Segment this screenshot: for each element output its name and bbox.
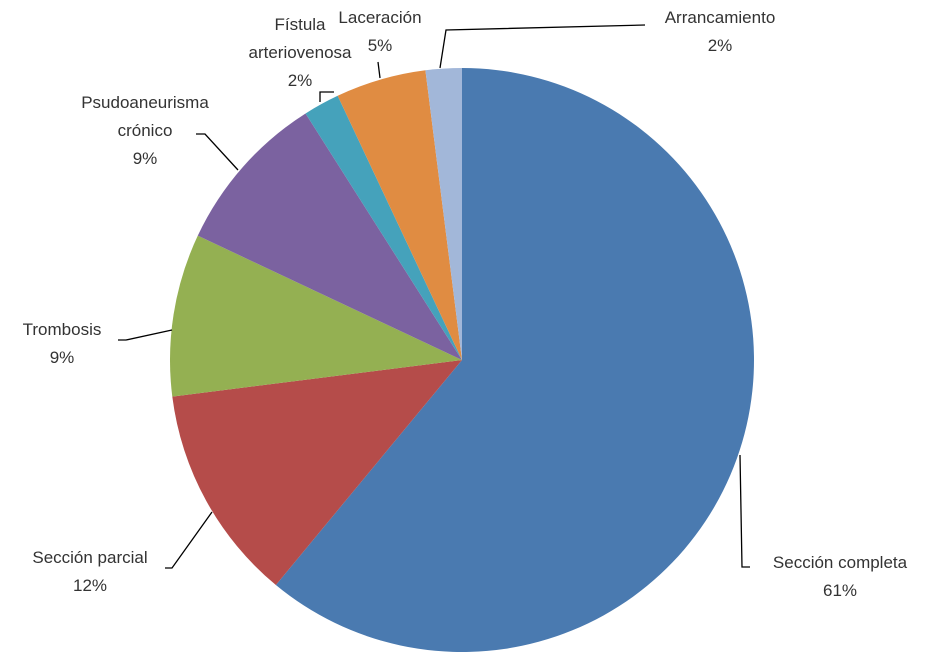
leader-line: [739, 454, 750, 568]
category-label: Psudoaneurisma crónico: [81, 93, 209, 140]
value-label: 2%: [707, 36, 733, 55]
pie-slice: [305, 95, 462, 360]
slice-label: Trombosis 9%: [7, 316, 117, 372]
leader-line: [196, 133, 239, 171]
category-label: Trombosis: [22, 320, 102, 339]
category-label: Sección completa: [772, 553, 908, 572]
pie-slice: [425, 68, 462, 360]
slice-label: Sección completa 61%: [740, 549, 928, 605]
pie-slice: [197, 113, 462, 361]
leader-line: [118, 329, 173, 341]
category-label: Sección parcial: [32, 548, 148, 567]
category-label: Laceración: [338, 8, 422, 27]
leader-line: [439, 24, 646, 69]
slice-label: Fístula arteriovenosa 2%: [240, 11, 360, 95]
slice-label: Arrancamiento 2%: [645, 4, 795, 60]
slice-label: Psudoaneurisma crónico 9%: [65, 89, 225, 173]
slices: [170, 68, 754, 652]
value-label: 5%: [367, 36, 393, 55]
category-label: Fístula arteriovenosa: [248, 15, 352, 62]
pie-slice: [170, 235, 462, 397]
value-label: 9%: [132, 149, 158, 168]
value-label: 12%: [72, 576, 108, 595]
value-label: 9%: [49, 348, 75, 367]
value-label: 61%: [822, 581, 858, 600]
category-label: Arrancamiento: [664, 8, 776, 27]
slice-label: Laceración 5%: [330, 4, 430, 60]
leader-line: [319, 91, 334, 102]
slice-label: Sección parcial 12%: [5, 544, 175, 600]
leader-line: [377, 61, 381, 79]
pie-slice: [337, 70, 462, 361]
pie-slice: [275, 68, 754, 652]
value-label: 2%: [287, 71, 313, 90]
leader-line: [165, 511, 213, 569]
pie-slice: [172, 360, 463, 585]
